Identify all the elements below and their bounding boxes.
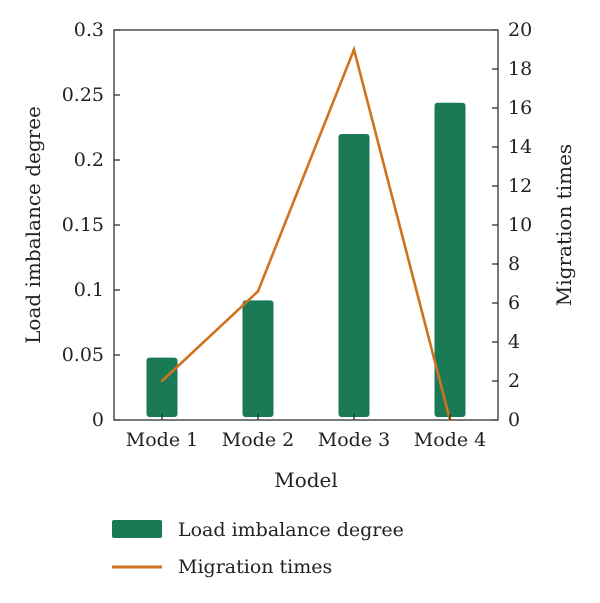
legend-swatch-bar	[112, 520, 162, 538]
right-axis-title: Migration times	[552, 144, 576, 306]
x-tick-label: Mode 2	[222, 429, 294, 451]
line-point-3	[352, 48, 356, 51]
right-tick-label: 20	[508, 19, 532, 41]
line-point-1	[160, 379, 164, 383]
left-tick-label: 0	[92, 409, 104, 431]
right-tick-label: 2	[508, 370, 520, 392]
bar-1	[146, 357, 178, 417]
x-axis-title: Model	[274, 468, 338, 492]
left-tick-label: 0.15	[62, 214, 104, 236]
left-axis-title: Load imbalance degree	[21, 106, 45, 344]
right-tick-label: 16	[508, 97, 532, 119]
bar-4	[434, 102, 466, 418]
x-tick-label: Mode 1	[126, 429, 198, 451]
right-axis: 0 2 4 6 8 10 12 14 16 18 20	[492, 19, 532, 431]
right-tick-label: 6	[508, 292, 520, 314]
right-tick-label: 18	[508, 58, 532, 80]
legend: Load imbalance degree Migration times	[112, 519, 404, 578]
right-tick-label: 14	[508, 136, 532, 158]
right-tick-label: 4	[508, 331, 520, 353]
migration-line	[161, 45, 452, 421]
left-tick-label: 0.1	[74, 279, 104, 301]
right-tick-label: 12	[508, 175, 532, 197]
right-tick-label: 10	[508, 214, 532, 236]
x-tick-label: Mode 3	[318, 429, 390, 451]
bar-3	[338, 134, 370, 417]
legend-label-bar: Load imbalance degree	[178, 519, 404, 541]
left-tick-label: 0.2	[74, 149, 104, 171]
x-axis: Mode 1 Mode 2 Mode 3 Mode 4	[126, 414, 486, 451]
right-tick-label: 0	[508, 409, 520, 431]
bar-2	[242, 300, 274, 417]
bar-series	[146, 102, 466, 418]
line-point-2	[256, 290, 260, 293]
legend-label-line: Migration times	[178, 556, 332, 578]
left-axis: 0 0.05 0.1 0.15 0.2 0.25 0.3	[62, 19, 120, 431]
x-tick-label: Mode 4	[414, 429, 486, 451]
right-tick-label: 8	[508, 253, 520, 275]
line-series	[160, 45, 452, 422]
left-tick-label: 0.3	[74, 19, 104, 41]
left-tick-label: 0.25	[62, 84, 104, 106]
left-tick-label: 0.05	[62, 344, 104, 366]
